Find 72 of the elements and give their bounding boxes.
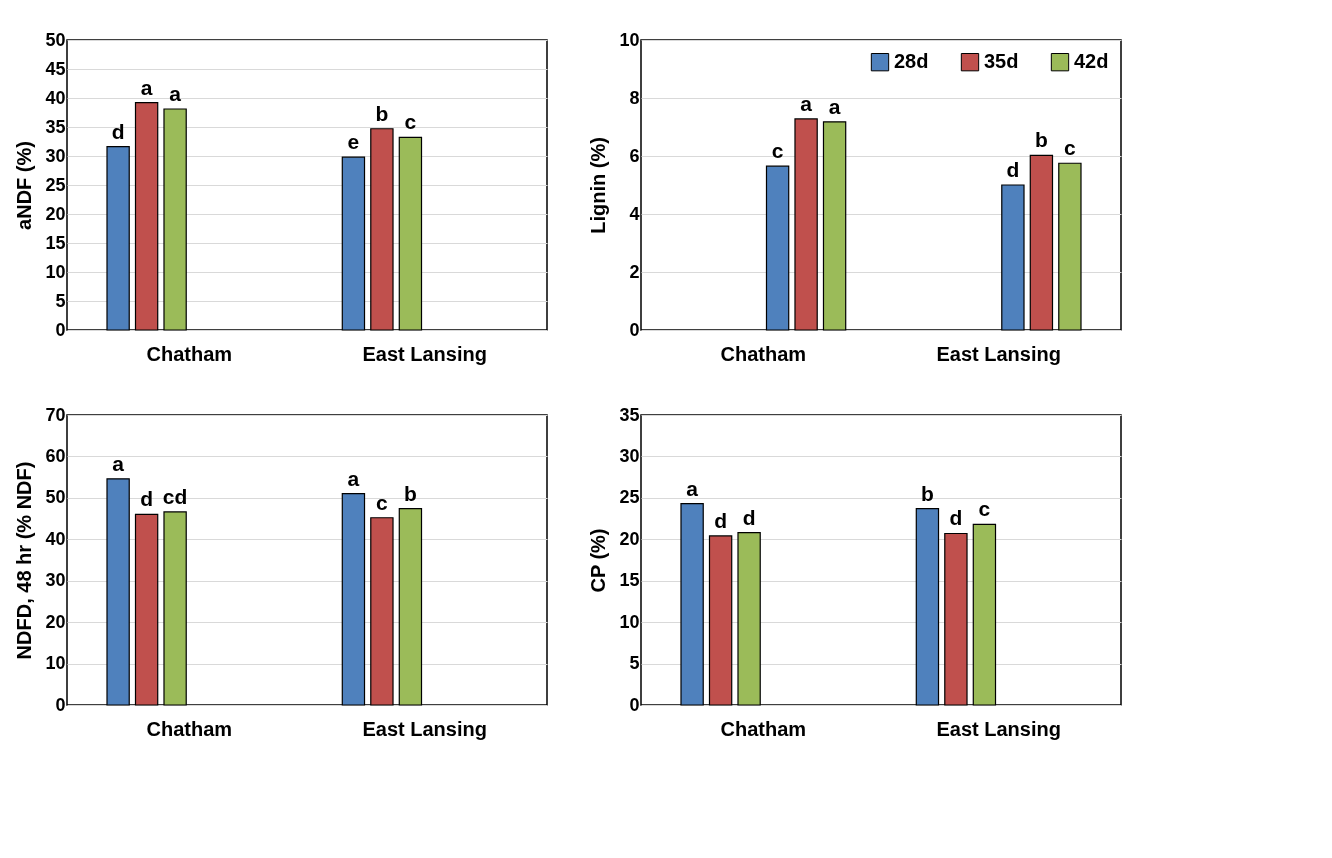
data-label: d xyxy=(949,506,963,530)
x-tick-label: Chatham xyxy=(720,717,807,740)
y-tick-label: 30 xyxy=(45,145,66,166)
y-tick-label: 0 xyxy=(55,694,66,715)
y-tick-label: 10 xyxy=(45,261,66,282)
data-label: a xyxy=(112,451,125,475)
y-tick-label: 15 xyxy=(619,570,640,591)
data-label: d xyxy=(140,487,154,511)
y-tick-label: 0 xyxy=(55,319,66,340)
data-label: d xyxy=(714,508,728,532)
y-tick-label: 30 xyxy=(45,570,66,591)
y-tick-label: 60 xyxy=(45,445,66,466)
data-label: b xyxy=(403,481,417,505)
y-tick-label: 20 xyxy=(45,611,66,632)
data-label: c xyxy=(978,497,991,521)
x-tick-label: East Lansing xyxy=(936,342,1061,365)
y-tick-label: 35 xyxy=(619,404,640,425)
y-tick-label: 45 xyxy=(45,58,66,79)
y-tick-label: 10 xyxy=(619,29,640,50)
data-label: b xyxy=(375,101,389,125)
y-tick-label: 25 xyxy=(619,487,640,508)
y-tick-label: 20 xyxy=(619,528,640,549)
x-tick-label: East Lansing xyxy=(362,342,487,365)
data-label: a xyxy=(828,94,841,118)
x-tick-label: East Lansing xyxy=(936,717,1061,740)
legend-label: 42d xyxy=(1074,50,1109,73)
y-tick-label: 0 xyxy=(629,694,640,715)
data-label: a xyxy=(800,91,813,115)
legend-label: 35d xyxy=(984,50,1019,73)
x-tick-label: Chatham xyxy=(720,342,807,365)
y-axis-title: Lignin (%) xyxy=(587,137,610,234)
data-label: a xyxy=(169,82,182,106)
y-axis-title: aNDF (%) xyxy=(13,141,36,230)
y-tick-label: 4 xyxy=(629,203,640,224)
y-tick-label: 20 xyxy=(45,203,66,224)
y-axis-title: CP (%) xyxy=(587,528,610,593)
x-tick-label: Chatham xyxy=(146,717,233,740)
data-label: d xyxy=(111,119,125,143)
y-tick-label: 8 xyxy=(629,87,640,108)
y-tick-label: 5 xyxy=(55,290,66,311)
legend-label: 28d xyxy=(894,50,929,73)
data-label: d xyxy=(742,505,756,529)
x-tick-label: Chatham xyxy=(146,342,233,365)
y-tick-label: 6 xyxy=(629,145,640,166)
y-tick-label: 0 xyxy=(629,319,640,340)
data-label: d xyxy=(1006,158,1020,181)
data-label: a xyxy=(347,466,360,490)
y-tick-label: 15 xyxy=(45,232,66,253)
y-axis-title: NDFD, 48 hr (% NDF) xyxy=(13,461,36,660)
data-label: c xyxy=(404,110,417,134)
data-label: c xyxy=(771,139,784,163)
y-tick-label: 70 xyxy=(45,404,66,425)
y-tick-label: 5 xyxy=(629,653,640,674)
y-tick-label: 40 xyxy=(45,528,66,549)
y-tick-label: 30 xyxy=(619,445,640,466)
y-tick-label: 10 xyxy=(45,653,66,674)
data-label: b xyxy=(920,481,934,505)
y-tick-label: 40 xyxy=(45,87,66,108)
y-tick-label: 2 xyxy=(629,261,640,282)
x-tick-label: East Lansing xyxy=(362,717,487,740)
data-label: c xyxy=(1064,136,1077,160)
data-label: a xyxy=(140,75,153,99)
y-tick-label: 50 xyxy=(45,29,66,50)
data-label: b xyxy=(1034,128,1048,152)
data-label: a xyxy=(686,476,699,500)
y-tick-label: 35 xyxy=(45,116,66,137)
data-label: cd xyxy=(162,484,188,508)
y-tick-label: 10 xyxy=(619,611,640,632)
y-tick-label: 50 xyxy=(45,487,66,508)
data-label: c xyxy=(376,490,389,514)
data-label: e xyxy=(347,130,360,154)
y-tick-label: 25 xyxy=(45,174,66,195)
